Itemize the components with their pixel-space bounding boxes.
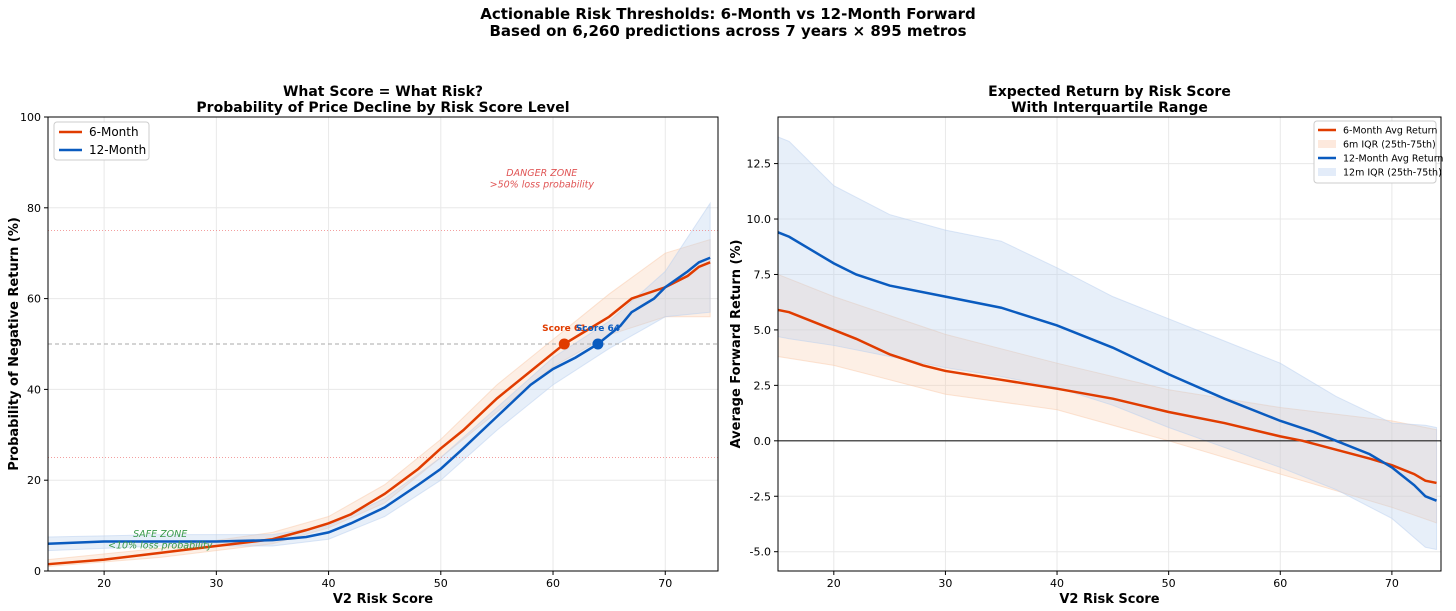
x-tick-label: 30 [938,577,952,590]
plot-frame [47,116,719,572]
legend: 6-Month 12-Month [53,121,150,161]
plot-frame [777,116,1442,572]
chart-title: Expected Return by Risk Score [988,84,1231,100]
threshold-marker [592,338,604,350]
y-axis-label: Probability of Negative Return (%) [7,217,22,471]
threshold-label: Score 61 [542,324,586,334]
y-tick-label: 2.5 [754,379,772,392]
zone-annotation: <10% loss probability [108,540,213,551]
y-tick-label: 20 [27,474,41,487]
y-tick-label: 60 [27,293,41,306]
x-tick-label: 20 [97,577,111,590]
chart-subtitle: With Interquartile Range [1011,100,1208,116]
x-tick-label: 40 [322,577,336,590]
chart-subtitle: Probability of Price Decline by Risk Sco… [196,100,569,116]
threshold-marker [558,338,570,350]
legend-label: 6m IQR (25th-75th) [1343,140,1436,151]
legend-label: 6-Month [89,125,139,139]
y-tick-label: 0 [34,565,41,578]
y-tick-label: 100 [20,111,41,124]
zone-annotation: SAFE ZONE [133,529,187,540]
iqr-band-12m [47,201,711,552]
series-line-12m [47,256,711,546]
x-tick-label: 70 [1385,577,1399,590]
y-tick-label: 12.5 [747,158,772,171]
x-axis-label: V2 Risk Score [333,592,433,607]
legend-label: 12-Month [89,143,146,157]
legend-swatch [1318,140,1336,148]
legend-label: 6-Month Avg Return [1343,126,1437,137]
x-tick-label: 50 [434,577,448,590]
legend-swatch [1318,168,1336,176]
x-tick-label: 70 [658,577,672,590]
threshold-label: Score 64 [576,324,620,334]
x-tick-label: 50 [1162,577,1176,590]
figure-title: Actionable Risk Thresholds: 6-Month vs 1… [480,5,976,23]
chart-title: What Score = What Risk? [283,84,483,100]
x-tick-label: 60 [546,577,560,590]
x-axis-label: V2 Risk Score [1059,592,1159,607]
x-tick-label: 20 [827,577,841,590]
y-tick-label: -2.5 [750,490,771,503]
legend-label: 12m IQR (25th-75th) [1343,168,1442,179]
iqr-band-12m [777,136,1438,551]
y-tick-label: 80 [27,202,41,215]
y-tick-label: -5.0 [750,546,771,559]
y-tick-label: 10.0 [747,213,772,226]
y-tick-label: 0.0 [754,435,772,448]
zone-annotation: DANGER ZONE [506,168,577,179]
x-tick-label: 30 [209,577,223,590]
x-tick-label: 60 [1273,577,1287,590]
zone-annotation: >50% loss probability [490,179,595,190]
y-tick-label: 7.5 [754,268,772,281]
chart-1: What Score = What Risk?Probability of Pr… [7,84,719,607]
figure-subtitle: Based on 6,260 predictions across 7 year… [489,22,967,40]
x-tick-label: 40 [1050,577,1064,590]
series-line-12m [777,231,1437,502]
y-axis-label: Average Forward Return (%) [729,240,744,449]
y-tick-label: 5.0 [754,324,772,337]
legend-label: 12-Month Avg Return [1343,154,1443,165]
y-tick-label: 40 [27,383,41,396]
legend: 6-Month Avg Return 6m IQR (25th-75th) 12-M… [1313,120,1443,184]
